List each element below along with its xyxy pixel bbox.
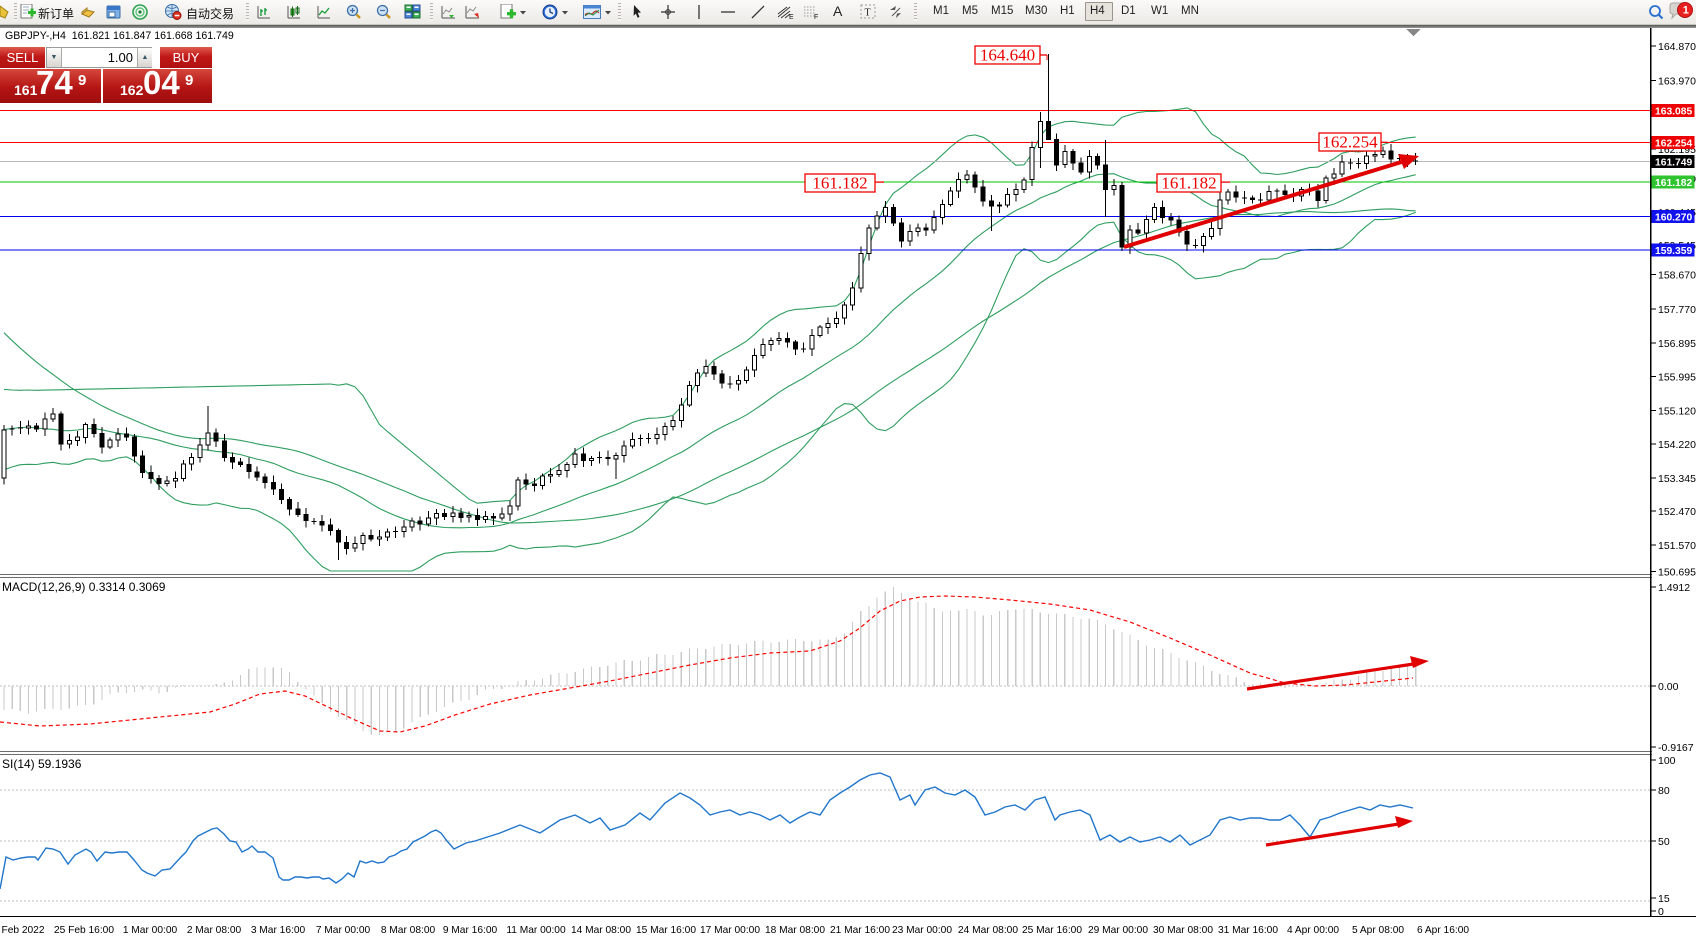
svg-text:157.770: 157.770 xyxy=(1658,304,1696,316)
svg-text:11 Mar 00:00: 11 Mar 00:00 xyxy=(506,925,566,936)
svg-text:155.120: 155.120 xyxy=(1658,405,1696,417)
svg-text:156.895: 156.895 xyxy=(1658,338,1696,350)
svg-text:31 Mar 16:00: 31 Mar 16:00 xyxy=(1218,925,1278,936)
svg-text:-0.9167: -0.9167 xyxy=(1658,742,1694,754)
svg-text:4 Apr 00:00: 4 Apr 00:00 xyxy=(1287,925,1339,936)
svg-text:150.695: 150.695 xyxy=(1658,567,1696,579)
svg-text:100: 100 xyxy=(1658,755,1676,767)
svg-text:0.00: 0.00 xyxy=(1658,681,1679,693)
svg-text:1: 1 xyxy=(1683,5,1689,17)
svg-text:14 Mar 08:00: 14 Mar 08:00 xyxy=(571,925,631,936)
svg-text:164.640: 164.640 xyxy=(980,46,1035,65)
svg-text:2 Mar 08:00: 2 Mar 08:00 xyxy=(187,925,242,936)
svg-text:21 Mar 16:00: 21 Mar 16:00 xyxy=(830,925,890,936)
svg-text:80: 80 xyxy=(1658,785,1670,797)
svg-text:161.182: 161.182 xyxy=(812,174,867,193)
svg-text:25 Feb 16:00: 25 Feb 16:00 xyxy=(54,925,114,936)
svg-text:17 Mar 00:00: 17 Mar 00:00 xyxy=(700,925,760,936)
svg-text:SI(14) 59.1936: SI(14) 59.1936 xyxy=(2,757,82,771)
svg-text:163.085: 163.085 xyxy=(1655,107,1692,118)
svg-text:1.4912: 1.4912 xyxy=(1658,582,1690,594)
svg-text:50: 50 xyxy=(1658,836,1670,848)
svg-text:E: E xyxy=(789,14,794,20)
svg-text:9 Mar 16:00: 9 Mar 16:00 xyxy=(443,925,498,936)
svg-text:162.254: 162.254 xyxy=(1655,138,1692,149)
svg-text:F: F xyxy=(814,14,818,20)
svg-text:151.570: 151.570 xyxy=(1658,540,1696,552)
svg-text:158.670: 158.670 xyxy=(1658,270,1696,282)
svg-text:25 Mar 16:00: 25 Mar 16:00 xyxy=(1022,925,1082,936)
svg-text:164.870: 164.870 xyxy=(1658,41,1696,53)
svg-text:1 Mar 00:00: 1 Mar 00:00 xyxy=(123,925,178,936)
svg-text:160.270: 160.270 xyxy=(1655,213,1692,224)
svg-text:7 Mar 00:00: 7 Mar 00:00 xyxy=(316,925,371,936)
svg-text:161.182: 161.182 xyxy=(1655,178,1692,189)
svg-text:30 Mar 08:00: 30 Mar 08:00 xyxy=(1153,925,1213,936)
svg-text:0: 0 xyxy=(1658,906,1664,918)
svg-text:6 Apr 16:00: 6 Apr 16:00 xyxy=(1417,925,1469,936)
svg-text:15: 15 xyxy=(1658,893,1670,905)
svg-text:24 Mar 08:00: 24 Mar 08:00 xyxy=(958,925,1018,936)
svg-text:162.254: 162.254 xyxy=(1322,133,1378,152)
svg-text:18 Mar 08:00: 18 Mar 08:00 xyxy=(765,925,825,936)
svg-text:15 Mar 16:00: 15 Mar 16:00 xyxy=(636,925,696,936)
svg-text:T: T xyxy=(865,8,871,19)
svg-text:Feb 2022: Feb 2022 xyxy=(1,925,44,936)
svg-text:MACD(12,26,9) 0.3314 0.3069: MACD(12,26,9) 0.3314 0.3069 xyxy=(2,580,166,594)
svg-text:GBPJPY-,H4 161.821 161.847 16: GBPJPY-,H4 161.821 161.847 161.668 161.7… xyxy=(5,30,234,42)
svg-text:8 Mar 08:00: 8 Mar 08:00 xyxy=(381,925,436,936)
svg-text:152.470: 152.470 xyxy=(1658,506,1696,518)
svg-text:29 Mar 00:00: 29 Mar 00:00 xyxy=(1088,925,1148,936)
svg-text:155.995: 155.995 xyxy=(1658,371,1696,383)
svg-text:159.359: 159.359 xyxy=(1655,246,1692,257)
svg-text:154.220: 154.220 xyxy=(1658,439,1696,451)
svg-text:23 Mar 00:00: 23 Mar 00:00 xyxy=(892,925,952,936)
svg-text:5 Apr 08:00: 5 Apr 08:00 xyxy=(1352,925,1404,936)
svg-text:161.182: 161.182 xyxy=(1161,174,1216,193)
svg-text:3 Mar 16:00: 3 Mar 16:00 xyxy=(251,925,306,936)
svg-text:163.970: 163.970 xyxy=(1658,75,1696,87)
svg-text:161.749: 161.749 xyxy=(1655,157,1692,168)
svg-text:153.345: 153.345 xyxy=(1658,473,1696,485)
